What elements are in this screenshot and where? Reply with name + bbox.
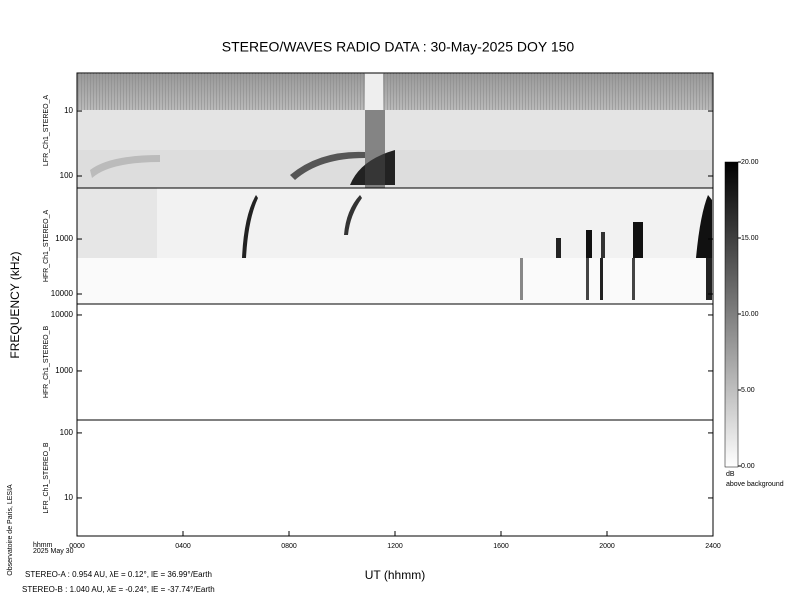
x-tick-label: 2000 <box>599 543 615 550</box>
spectrogram-texture <box>77 73 713 304</box>
colorbar <box>724 161 739 468</box>
colorbar-tick-label: 15.00 <box>741 235 759 242</box>
panel-frame <box>76 303 714 421</box>
stereo-a-info: STEREO-A : 0.954 AU, λE = 0.12°, lE = 36… <box>25 570 212 579</box>
y-axis-label: LFR_Ch1_STEREO_B <box>43 442 50 514</box>
y-tick-label: 1000 <box>55 234 73 243</box>
time-unit: hhmm <box>33 542 53 549</box>
x-tick-label: 0400 <box>175 543 191 550</box>
y-axis-label: HFR_Ch1_STEREO_B <box>43 325 50 398</box>
date: 2025 May 30 <box>33 548 74 555</box>
y-tick-label: 100 <box>60 428 74 437</box>
colorbar-label: dB <box>726 471 735 478</box>
x-tick-label: 1600 <box>493 543 509 550</box>
y-tick-label: 100 <box>60 171 74 180</box>
colorbar-tick-label: 0.00 <box>741 463 755 470</box>
y-tick-label: 1000 <box>55 366 73 375</box>
x-tick-label: 2400 <box>705 543 721 550</box>
chart-title: STEREO/WAVES RADIO DATA : 30-May-2025 DO… <box>222 39 575 55</box>
y-axis-label: LFR_Ch1_STEREO_A <box>43 95 50 167</box>
panel-frame <box>76 419 714 537</box>
colorbar-tick-label: 5.00 <box>741 387 755 394</box>
stereo-b-info: STEREO-B : 1.040 AU, λE = -0.24°, lE = -… <box>22 585 215 594</box>
colorbar-tick-label: 10.00 <box>741 311 759 318</box>
y-tick-label: 10000 <box>51 310 74 319</box>
colorbar-sublabel: above background <box>726 481 784 488</box>
y-tick-label: 10 <box>64 106 73 115</box>
y-tick-label: 10 <box>64 493 73 502</box>
x-tick-label: 0800 <box>281 543 297 550</box>
y-axis-label: HFR_Ch1_STEREO_A <box>43 209 50 282</box>
x-axis-title: UT (hhmm) <box>365 568 425 582</box>
x-tick-label: 0000 <box>69 543 85 550</box>
credit: Observatoire de Paris, LESIA <box>7 484 14 576</box>
y-tick-label: 10000 <box>51 289 74 298</box>
colorbar-tick-label: 20.00 <box>741 159 759 166</box>
y-axis-title: FREQUENCY (kHz) <box>8 251 22 358</box>
x-tick-label: 1200 <box>387 543 403 550</box>
